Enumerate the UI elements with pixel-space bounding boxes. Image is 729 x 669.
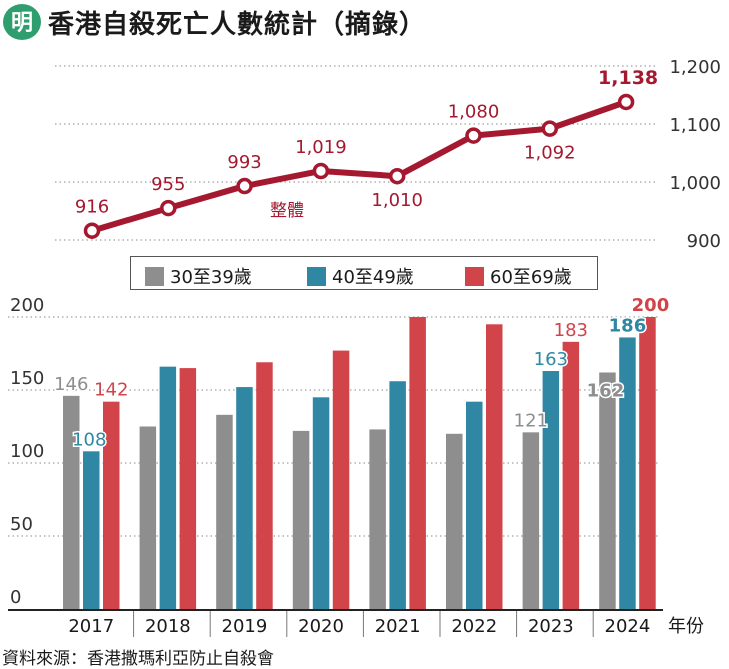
bar-data-label: 200 — [632, 295, 670, 316]
bar-data-label: 142 — [94, 380, 128, 401]
source-note: 資料來源：香港撒瑪利亞防止自殺會 — [2, 649, 274, 669]
bar-2020-series-2 — [332, 350, 350, 609]
bar-data-label: 163 — [534, 349, 568, 370]
bar-2018-series-1 — [159, 366, 177, 609]
bar-data-label: 186 — [609, 315, 647, 336]
bar-2017-series-2 — [103, 401, 120, 609]
bar-2018-series-2 — [179, 368, 197, 609]
x-tick-label: 2018 — [145, 616, 191, 637]
legend-swatch-40-49 — [307, 267, 326, 286]
bar-y-tick-label: 150 — [10, 368, 44, 389]
bar-2019-series-1 — [236, 387, 253, 609]
bar-2021-series-1 — [389, 381, 406, 609]
bar-2023-series-0 — [522, 432, 540, 609]
bar-2017-series-0 — [63, 395, 80, 609]
bar-2023-series-1 — [542, 371, 560, 609]
line-y-tick-label: 900 — [687, 231, 721, 252]
bar-2021-series-2 — [409, 317, 426, 609]
legend-swatch-30-39 — [145, 267, 164, 286]
bar-2022-series-2 — [486, 324, 503, 609]
total-line-data-label: 1,092 — [524, 143, 576, 164]
x-tick-label: 2020 — [298, 616, 344, 637]
total-line-point — [465, 127, 482, 144]
bar-2020-series-0 — [292, 430, 310, 609]
bar-y-tick-label: 100 — [10, 441, 44, 462]
legend-label-30-39: 30至39歲 — [170, 267, 252, 288]
x-tick-label: 2024 — [605, 616, 651, 637]
x-tick-label: 2017 — [68, 616, 114, 637]
line-y-tick-label: 1,000 — [669, 173, 721, 194]
bar-data-label: 121 — [514, 410, 548, 431]
total-line-data-label: 916 — [75, 197, 109, 218]
bar-2024-series-2 — [639, 317, 656, 609]
bar-2023-series-2 — [562, 341, 580, 609]
total-line-data-label: 955 — [151, 174, 185, 195]
line-y-tick-label: 1,200 — [669, 57, 721, 78]
bar-2021-series-0 — [369, 429, 386, 609]
bar-2018-series-0 — [139, 426, 157, 609]
total-line-data-label: 1,010 — [371, 190, 423, 211]
brand-logo: 明 — [3, 4, 41, 40]
total-line-path — [91, 99, 628, 234]
bar-y-tick-label: 200 — [10, 295, 44, 316]
bar-chart-y-axis: 0 50 100 150 200 — [10, 295, 44, 608]
page-title: 香港自殺死亡人數統計（摘錄） — [48, 10, 427, 40]
bar-chart-bars — [63, 317, 656, 609]
brand-logo-text: 明 — [11, 11, 33, 36]
total-line-data-label: 1,019 — [295, 137, 347, 158]
bar-data-label: 183 — [554, 320, 588, 341]
bar-2022-series-1 — [466, 401, 483, 609]
total-line-point — [617, 93, 635, 111]
total-line-point — [160, 199, 177, 217]
line-chart-y-axis: 900 1,000 1,100 1,200 — [669, 57, 721, 252]
bar-2022-series-0 — [446, 433, 463, 609]
bar-chart-x-axis: 2017 2018 2019 2020 2021 2022 2023 2024 年份 — [8, 609, 704, 637]
legend-label-60-69: 60至69歲 — [490, 267, 572, 288]
line-y-tick-label: 1,100 — [669, 115, 721, 136]
legend-item-40-49: 40至49歲 — [307, 263, 414, 289]
bar-2024-series-1 — [619, 337, 636, 609]
bar-2019-series-0 — [216, 414, 233, 609]
total-line-point — [312, 162, 330, 180]
legend-item-30-39: 30至39歲 — [145, 263, 252, 289]
bar-y-tick-label: 0 — [10, 587, 21, 608]
bar-data-label: 146 — [54, 374, 88, 395]
legend-swatch-60-69 — [465, 267, 484, 286]
legend-item-60-69: 60至69歲 — [465, 263, 572, 289]
bar-data-label: 162 — [587, 380, 625, 401]
bar-data-label: 108 — [72, 429, 106, 450]
bar-2024-series-0 — [599, 372, 616, 609]
x-tick-label: 2019 — [222, 616, 268, 637]
total-line-point — [541, 120, 559, 137]
total-line-point — [83, 222, 101, 239]
bar-y-tick-label: 50 — [10, 514, 33, 535]
legend-label-40-49: 40至49歲 — [332, 267, 414, 288]
total-line-series-name: 整體 — [270, 201, 304, 221]
total-line-point — [236, 177, 253, 195]
total-line-data-label: 993 — [227, 152, 261, 173]
x-axis-label: 年份 — [668, 616, 704, 637]
x-tick-label: 2022 — [451, 616, 497, 637]
x-tick-label: 2021 — [375, 616, 421, 637]
x-tick-label: 2023 — [528, 616, 574, 637]
bar-2019-series-2 — [256, 362, 273, 609]
bar-2020-series-1 — [312, 397, 330, 609]
line-chart-series: 916 955 993 1,019 1,010 1,080 1,092 1,138 整體 — [75, 67, 658, 239]
total-line-data-label: 1,138 — [598, 67, 658, 89]
total-line-data-label: 1,080 — [448, 102, 500, 123]
bar-2017-series-1 — [83, 451, 100, 609]
total-line-point — [388, 167, 406, 185]
bar-chart-legend: 30至39歲 40至49歲 60至69歲 — [130, 256, 598, 290]
